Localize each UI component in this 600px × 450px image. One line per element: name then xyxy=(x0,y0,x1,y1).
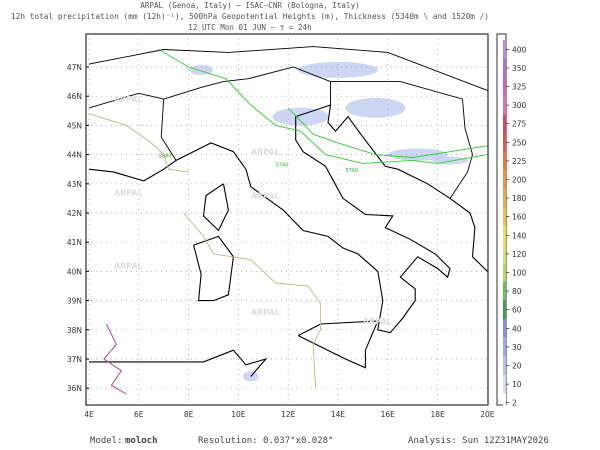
colorbar-segment xyxy=(503,95,506,115)
border xyxy=(330,81,473,199)
thickness-contour xyxy=(88,113,189,173)
colorbar-segment xyxy=(503,393,506,412)
watermark: ARPAL xyxy=(251,191,280,200)
colorbar-segment xyxy=(503,337,506,357)
coastline xyxy=(88,104,488,334)
map: 5760 5760 5880 ARPAL ARPAL ARPAL ARPAL ARPAL ARP… xyxy=(85,33,489,406)
coastline xyxy=(202,183,229,232)
colorbar-segment xyxy=(503,263,506,282)
colorbar-segment xyxy=(503,133,506,152)
lon-label: 10E xyxy=(231,410,246,419)
lat-label: 43N xyxy=(67,180,82,189)
colorbar-label: 250 xyxy=(512,138,527,147)
thickness-contour xyxy=(183,212,322,389)
thickness-contour xyxy=(103,323,127,395)
footer-resolution: Resolution: 0.037°x0.028° xyxy=(198,436,333,446)
colorbar-segment xyxy=(503,151,506,171)
footer-label: Model: xyxy=(90,436,123,446)
colorbar-segment xyxy=(503,40,506,59)
lat-label: 38N xyxy=(67,326,82,335)
contour-label: 5760 xyxy=(345,168,358,174)
border xyxy=(88,46,488,91)
precip-area xyxy=(387,148,448,161)
precip-area xyxy=(345,97,406,118)
colorbar-segment xyxy=(503,300,506,319)
colorbar-label: 400 xyxy=(512,45,527,54)
lat-label: 42N xyxy=(67,209,82,218)
colorbar-segment xyxy=(503,226,506,245)
colorbar-label: 300 xyxy=(512,101,527,110)
lon-label: 14E xyxy=(331,410,346,419)
lon-label: 20E xyxy=(480,410,495,419)
watermark: ARPAL xyxy=(251,308,280,317)
watermark: ARPAL xyxy=(251,148,280,157)
colorbar-label: 80 xyxy=(512,287,522,296)
colorbar-segment xyxy=(503,356,506,375)
colorbar-label: 180 xyxy=(512,194,527,203)
lat-label: 44N xyxy=(67,151,82,160)
watermark: ARPAL xyxy=(114,95,143,104)
precip-area xyxy=(272,107,329,126)
colorbar-label: 140 xyxy=(512,231,527,240)
footer-analysis: Analysis: Sun 12Z31MAY2026 xyxy=(408,436,549,446)
lon-label: 16E xyxy=(381,410,396,419)
colorbar-label: 100 xyxy=(512,269,527,278)
border xyxy=(160,66,331,161)
colorbar-label: 325 xyxy=(512,83,527,92)
header-line: 12 UTC Mon 01 JUN – τ = 24h xyxy=(188,23,311,32)
watermark: ARPAL xyxy=(363,317,392,326)
colorbar-segment xyxy=(503,374,506,394)
lon-label: 4E xyxy=(84,410,94,419)
lat-label: 40N xyxy=(67,267,82,276)
height-contour xyxy=(158,49,488,164)
colorbar-segment xyxy=(503,170,506,189)
height-contour xyxy=(287,107,488,158)
colorbar-label: 10 xyxy=(512,380,522,389)
coastline xyxy=(89,349,268,377)
colorbar-label: 225 xyxy=(512,157,527,166)
lon-label: 12E xyxy=(281,410,296,419)
lat-label: 36N xyxy=(67,384,82,393)
colorbar-segment xyxy=(503,244,506,264)
colorbar-label: 40 xyxy=(512,324,522,333)
lat-label: 46N xyxy=(67,92,82,101)
lat-label: 47N xyxy=(67,63,82,72)
colorbar-segment xyxy=(503,319,506,338)
map-frame xyxy=(85,33,489,406)
colorbar-label: 160 xyxy=(512,213,527,222)
header-line: 12h total precipitation (mm (12h)⁻¹), 50… xyxy=(11,12,489,21)
colorbar-label: 350 xyxy=(512,64,527,73)
contour-label: 5880 xyxy=(159,154,172,160)
lon-label: 6E xyxy=(134,410,144,419)
colorbar-label: 2 xyxy=(512,399,517,408)
watermark: ARPAL xyxy=(114,261,143,270)
footer-model: moloch xyxy=(125,436,158,446)
colorbar-label: 20 xyxy=(512,362,522,371)
colorbar-segment xyxy=(503,58,506,78)
border xyxy=(88,92,164,109)
colorbar-label: 120 xyxy=(512,250,527,259)
lat-label: 37N xyxy=(67,355,82,364)
colorbar-segment xyxy=(503,281,506,301)
colorbar-label: 275 xyxy=(512,120,527,129)
lat-label: 41N xyxy=(67,238,82,247)
lon-label: 8E xyxy=(184,410,194,419)
colorbar-segment xyxy=(503,207,506,226)
watermark: ARPAL xyxy=(114,188,143,197)
coastline xyxy=(193,235,234,302)
lon-label: 18E xyxy=(430,410,445,419)
colorbar-segment xyxy=(503,114,506,133)
colorbar-label: 60 xyxy=(512,306,522,315)
colorbar-segment xyxy=(503,188,506,208)
contour-label: 5760 xyxy=(276,162,289,168)
lat-label: 45N xyxy=(67,121,82,130)
header-line: ARPAL (Genoa, Italy) – ISAC–CNR (Bologna… xyxy=(140,1,359,10)
lat-label: 39N xyxy=(67,297,82,306)
colorbar-label: 200 xyxy=(512,176,527,185)
colorbar-segment xyxy=(503,77,506,96)
colorbar-label: 30 xyxy=(512,343,522,352)
